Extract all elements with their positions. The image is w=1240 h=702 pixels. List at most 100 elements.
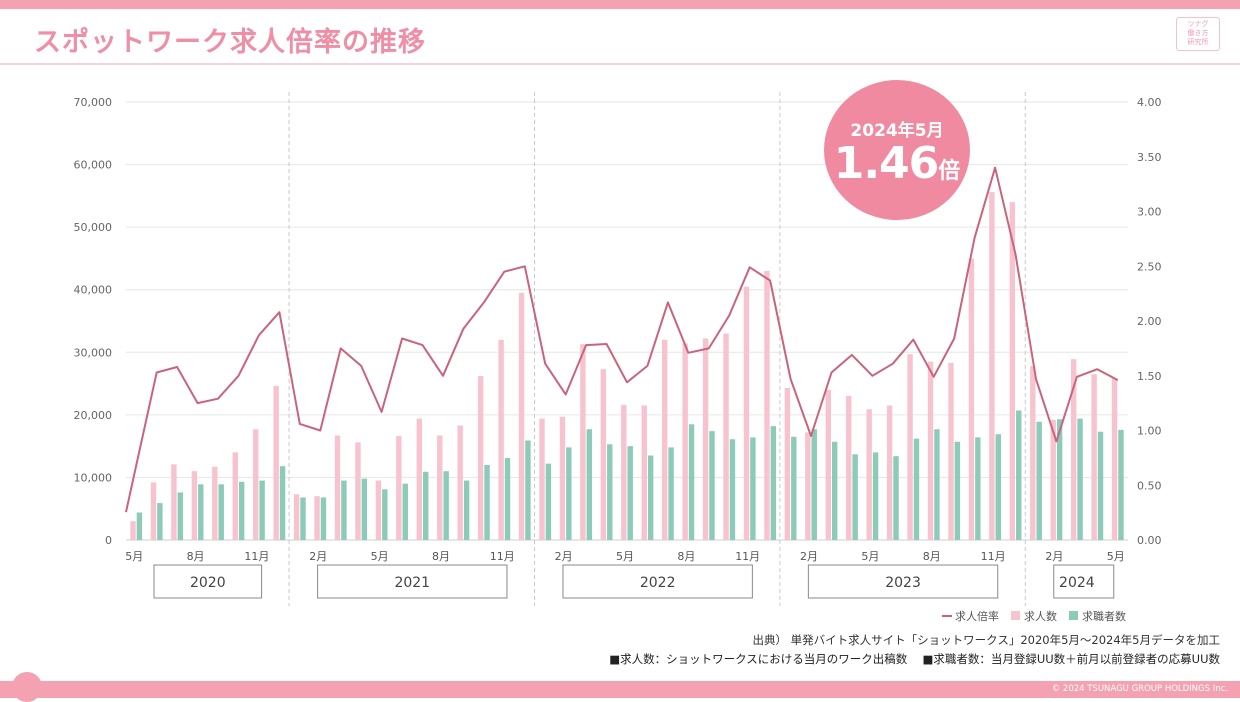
brand-logo: ツナグ 働き方 研究所	[1176, 17, 1220, 51]
top-accent-bar	[0, 0, 1240, 9]
bar-seekers	[259, 480, 265, 540]
y-left-tick-label: 30,000	[74, 346, 113, 359]
x-tick-label: 2月	[1045, 550, 1063, 563]
bar-jobs	[457, 425, 463, 540]
y-right-tick-label: 3.00	[1137, 206, 1162, 219]
bar-jobs	[498, 339, 504, 540]
y-right-tick-label: 1.00	[1137, 425, 1162, 438]
bar-seekers	[607, 444, 613, 540]
bar-jobs	[580, 344, 586, 540]
bar-seekers	[709, 431, 715, 540]
bar-jobs	[764, 270, 770, 540]
bar-seekers	[831, 441, 838, 540]
source-note: 出典） 単発バイト求人サイト「ショットワークス」2020年5月～2024年5月デ…	[752, 633, 1220, 647]
bar-jobs	[539, 418, 545, 540]
bar-seekers	[545, 463, 552, 540]
year-box	[562, 564, 753, 599]
bar-jobs	[927, 361, 934, 540]
bar-seekers	[504, 458, 511, 540]
bar-jobs	[293, 494, 300, 540]
bar-seekers	[218, 484, 224, 540]
bar-seekers	[913, 438, 920, 540]
bar-jobs	[150, 482, 157, 540]
bar-jobs	[1111, 378, 1118, 540]
y-right-tick-label: 1.50	[1137, 370, 1162, 383]
bar-seekers	[423, 471, 429, 540]
bar-seekers	[443, 471, 449, 540]
bar-seekers	[177, 492, 184, 540]
bar-jobs	[846, 396, 852, 540]
bar-seekers	[320, 497, 327, 540]
bar-jobs	[968, 258, 975, 540]
x-tick-label: 5月	[1107, 550, 1125, 563]
bar-jobs	[600, 369, 607, 540]
bar-seekers	[852, 454, 858, 540]
x-tick-label: 8月	[923, 550, 941, 563]
bar-seekers	[668, 447, 674, 540]
x-tick-label: 2月	[555, 550, 573, 563]
line-ratio	[125, 166, 1119, 513]
bottom-accent-bar	[0, 681, 1240, 698]
x-tick-label: 11月	[735, 550, 760, 563]
bar-jobs	[1009, 202, 1016, 540]
bar-seekers	[750, 437, 756, 540]
bar-jobs	[171, 464, 177, 540]
bar-seekers	[566, 447, 572, 540]
bar-jobs	[477, 376, 484, 540]
x-tick-label: 11月	[490, 550, 515, 563]
x-tick-label: 5月	[861, 550, 879, 563]
y-left-tick-label: 20,000	[74, 409, 113, 422]
bar-seekers	[1077, 418, 1083, 540]
x-tick-label: 5月	[616, 550, 634, 563]
y-left-tick-label: 10,000	[74, 471, 113, 484]
y-right-tick-label: 4.00	[1137, 96, 1162, 109]
x-tick-label: 8月	[677, 550, 695, 563]
bar-jobs	[1070, 359, 1077, 540]
bar-jobs	[130, 521, 136, 540]
bar-jobs	[191, 471, 198, 540]
year-label: 2020	[190, 575, 226, 591]
x-tick-label: 5月	[371, 550, 389, 563]
y-right-tick-label: 2.50	[1137, 260, 1162, 273]
bar-jobs	[334, 435, 341, 540]
logo-line-1: ツナグ	[1187, 20, 1209, 28]
bar-jobs	[375, 480, 382, 540]
bar-jobs	[723, 333, 729, 540]
bar-seekers	[525, 440, 531, 540]
bar-seekers	[279, 466, 286, 540]
bar-seekers	[1097, 431, 1104, 540]
title-divider	[0, 63, 1240, 65]
bar-seekers	[975, 437, 981, 540]
bar-seekers	[238, 481, 245, 540]
bar-seekers	[954, 441, 961, 540]
bar-seekers	[402, 483, 408, 540]
bar-seekers	[1036, 421, 1042, 540]
bar-jobs	[886, 405, 893, 540]
x-tick-label: 11月	[981, 550, 1006, 563]
bar-seekers	[341, 480, 347, 540]
year-box	[317, 564, 508, 599]
badge-date: 2024年5月	[850, 121, 944, 141]
y-left-tick-label: 40,000	[74, 284, 113, 297]
bar-jobs	[437, 435, 443, 540]
badge-unit: 倍	[938, 159, 961, 184]
bar-jobs	[273, 386, 279, 540]
bar-jobs	[355, 442, 361, 540]
bar-seekers	[484, 464, 490, 540]
bar-seekers	[872, 452, 879, 540]
bar-seekers	[463, 480, 470, 540]
bar-seekers	[811, 429, 817, 540]
x-tick-label: 2月	[309, 550, 327, 563]
x-tick-label: 5月	[125, 550, 143, 563]
copyright-text: © 2024 TSUNAGU GROUP HOLDINGS Inc.	[1051, 684, 1228, 694]
y-left-tick-label: 70,000	[74, 96, 113, 109]
year-box	[153, 564, 263, 599]
y-right-tick-label: 0.50	[1137, 479, 1162, 492]
bar-seekers	[586, 429, 593, 540]
bar-jobs	[518, 292, 525, 540]
bar-seekers	[198, 484, 204, 540]
y-right-tick-label: 3.50	[1137, 151, 1162, 164]
bar-jobs	[1050, 419, 1056, 540]
year-label: 2022	[640, 575, 676, 591]
year-label: 2023	[885, 575, 921, 591]
